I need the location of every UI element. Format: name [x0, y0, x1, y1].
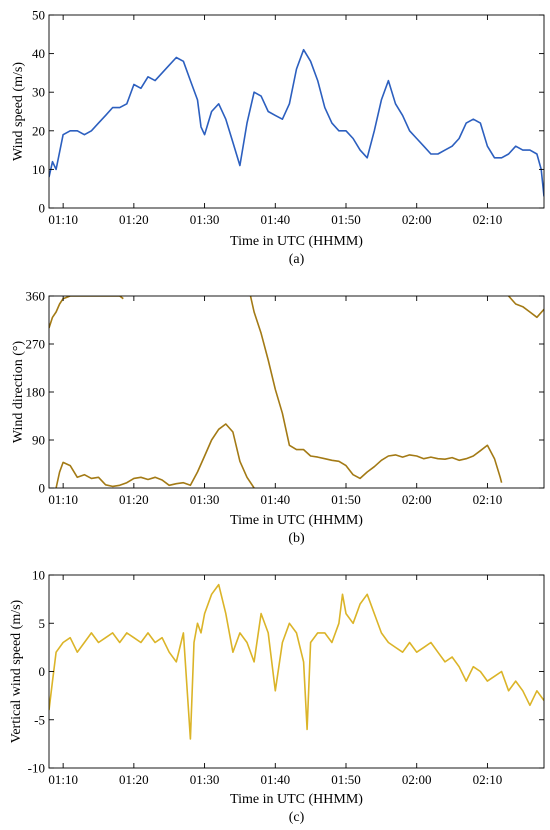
x-tick-label: 01:20 — [119, 212, 149, 227]
panel-caption: (c) — [289, 810, 305, 825]
y-tick-label: 90 — [32, 433, 45, 448]
x-tick-label: 01:10 — [48, 772, 78, 787]
series-line-2 — [249, 296, 503, 483]
x-tick-label: 01:40 — [260, 492, 290, 507]
x-tick-label: 01:20 — [119, 772, 149, 787]
x-tick-label: 01:50 — [331, 212, 361, 227]
x-tick-label: 01:50 — [331, 772, 361, 787]
x-axis-label: Time in UTC (HHMM) — [230, 234, 363, 249]
plot-frame — [48, 574, 545, 769]
y-axis-label: Wind speed (m/s) — [11, 62, 26, 161]
y-tick-label: 10 — [32, 162, 45, 177]
y-tick-label: 20 — [32, 123, 45, 138]
y-tick-label: 30 — [32, 85, 45, 100]
panel-a: 01:10 01:20 01:30 01:40 01:50 02:00 02:10 0 10 20… — [11, 8, 545, 267]
y-tick-label: 270 — [26, 337, 46, 352]
y-tick-label: 10 — [32, 568, 45, 583]
x-tick-label: 01:20 — [119, 492, 149, 507]
y-tick-label: 360 — [26, 289, 46, 304]
x-tick-label: 01:30 — [190, 492, 220, 507]
series-line-0 — [49, 296, 124, 329]
x-tick-label: 02:00 — [402, 772, 432, 787]
x-tick-label: 01:50 — [331, 492, 361, 507]
x-tick-label: 02:00 — [402, 492, 432, 507]
y-tick-label: 40 — [32, 46, 45, 61]
y-tick-label: -10 — [28, 761, 45, 776]
y-tick-label: 50 — [32, 8, 45, 23]
y-tick-label: 0 — [39, 481, 46, 496]
plot-frame — [48, 14, 545, 209]
plot-frame — [48, 295, 545, 489]
x-tick-label: 02:10 — [473, 772, 503, 787]
y-tick-label: 0 — [39, 201, 46, 216]
x-tick-label: 02:10 — [473, 492, 503, 507]
series-line-3 — [508, 296, 544, 319]
panel-caption: (b) — [288, 531, 305, 546]
y-axis-label: Wind direction (°) — [11, 341, 26, 444]
x-axis-label: Time in UTC (HHMM) — [230, 792, 363, 807]
panel-caption: (a) — [289, 252, 305, 267]
x-tick-label: 01:10 — [48, 492, 78, 507]
x-tick-label: 01:10 — [48, 212, 78, 227]
x-axis-label: Time in UTC (HHMM) — [230, 513, 363, 528]
x-tick-label: 01:30 — [190, 772, 220, 787]
series-line-1 — [55, 423, 255, 488]
series-line-0 — [49, 583, 544, 740]
y-tick-label: 0 — [39, 664, 46, 679]
x-tick-label: 02:00 — [402, 212, 432, 227]
y-tick-label: -5 — [34, 712, 45, 727]
x-tick-label: 01:40 — [260, 772, 290, 787]
panel-b: 01:10 01:20 01:30 01:40 01:50 02:00 02:10 0 90 18… — [11, 289, 545, 546]
x-tick-label: 01:40 — [260, 212, 290, 227]
series-line-0 — [49, 48, 544, 197]
y-tick-label: 180 — [26, 385, 46, 400]
x-tick-label: 01:30 — [190, 212, 220, 227]
y-axis-label: Vertical wind speed (m/s) — [9, 599, 24, 743]
panel-c: 01:10 01:20 01:30 01:40 01:50 02:00 02:10 -10 -5… — [9, 568, 545, 825]
x-tick-label: 02:10 — [473, 212, 503, 227]
y-tick-label: 5 — [39, 616, 46, 631]
